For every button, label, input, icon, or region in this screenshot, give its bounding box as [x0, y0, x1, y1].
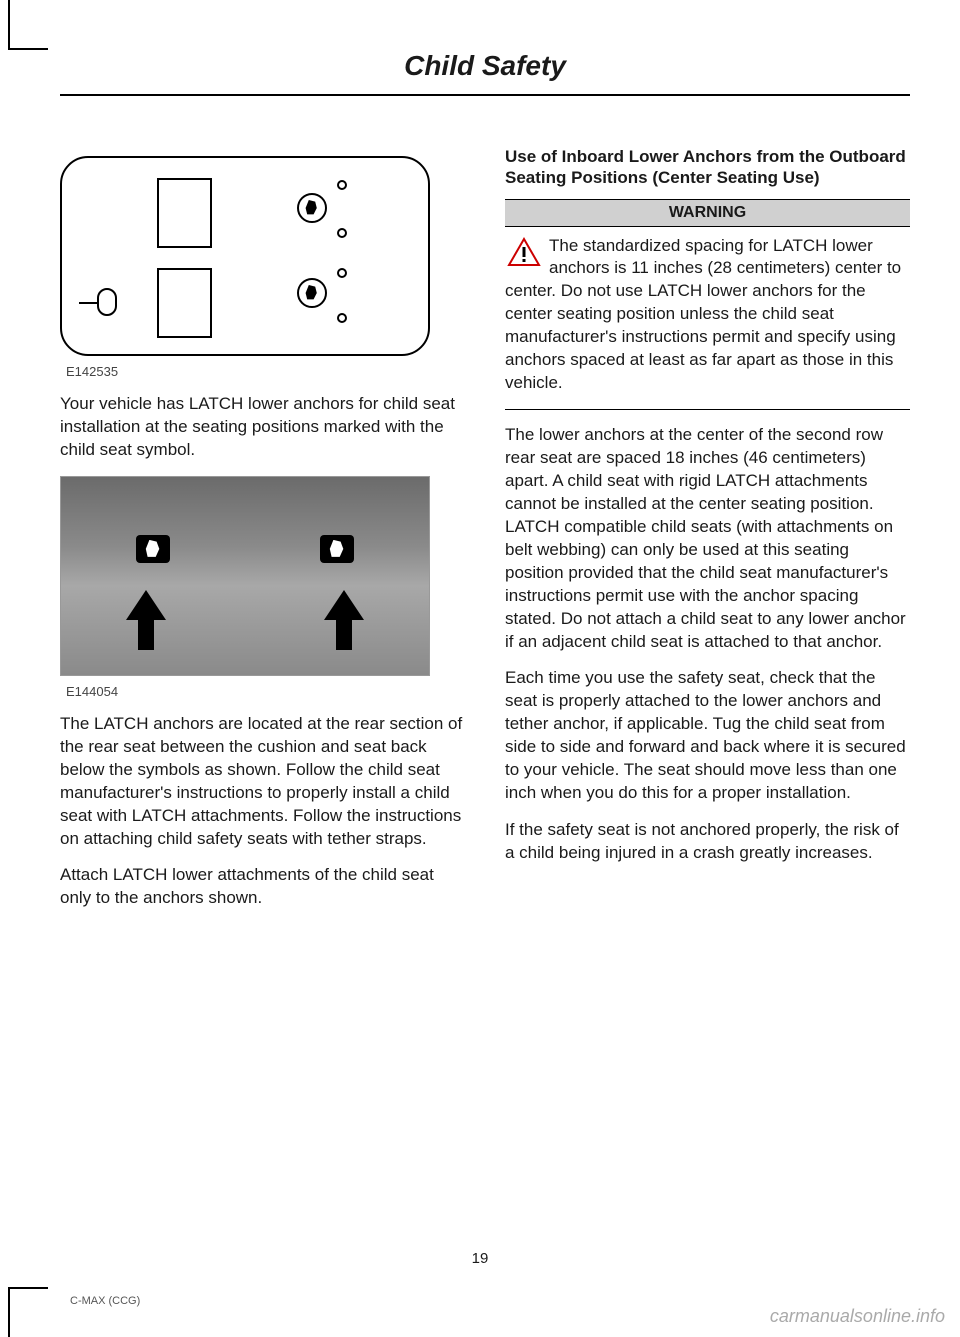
left-column: E142535 Your vehicle has LATCH lower anc…	[60, 146, 465, 924]
page-title: Child Safety	[60, 50, 910, 82]
warning-triangle-icon	[507, 237, 541, 267]
diagram2-label: E144054	[66, 684, 465, 699]
right-para1: The lower anchors at the center of the s…	[505, 424, 910, 653]
crop-mark-tl	[8, 0, 48, 50]
page-number: 19	[0, 1250, 960, 1267]
left-para2: The LATCH anchors are located at the rea…	[60, 713, 465, 851]
two-column-layout: E142535 Your vehicle has LATCH lower anc…	[60, 146, 910, 924]
right-para3: If the safety seat is not anchored prope…	[505, 819, 910, 865]
page-content: Child Safety E142535 Your vehicle has LA…	[60, 50, 910, 924]
warning-text: The standardized spacing for LATCH lower…	[505, 236, 901, 393]
up-arrow-icon	[319, 585, 369, 655]
child-seat-icon	[136, 535, 170, 563]
up-arrow-icon	[121, 585, 171, 655]
warning-header: WARNING	[505, 199, 910, 227]
right-para2: Each time you use the safety seat, check…	[505, 667, 910, 805]
page-header: Child Safety	[60, 50, 910, 96]
warning-body: The standardized spacing for LATCH lower…	[505, 227, 910, 411]
latch-positions-diagram	[60, 156, 430, 356]
watermark: carmanualsonline.info	[770, 1306, 945, 1327]
child-seat-icon	[320, 535, 354, 563]
diagram1-label: E142535	[66, 364, 465, 379]
crop-mark-bl	[8, 1287, 48, 1337]
section-heading: Use of Inboard Lower Anchors from the Ou…	[505, 146, 910, 189]
footer-model: C-MAX (CCG)	[70, 1295, 140, 1307]
right-column: Use of Inboard Lower Anchors from the Ou…	[505, 146, 910, 924]
latch-anchor-photo	[60, 476, 430, 676]
left-para1: Your vehicle has LATCH lower anchors for…	[60, 393, 465, 462]
left-para3: Attach LATCH lower attachments of the ch…	[60, 864, 465, 910]
